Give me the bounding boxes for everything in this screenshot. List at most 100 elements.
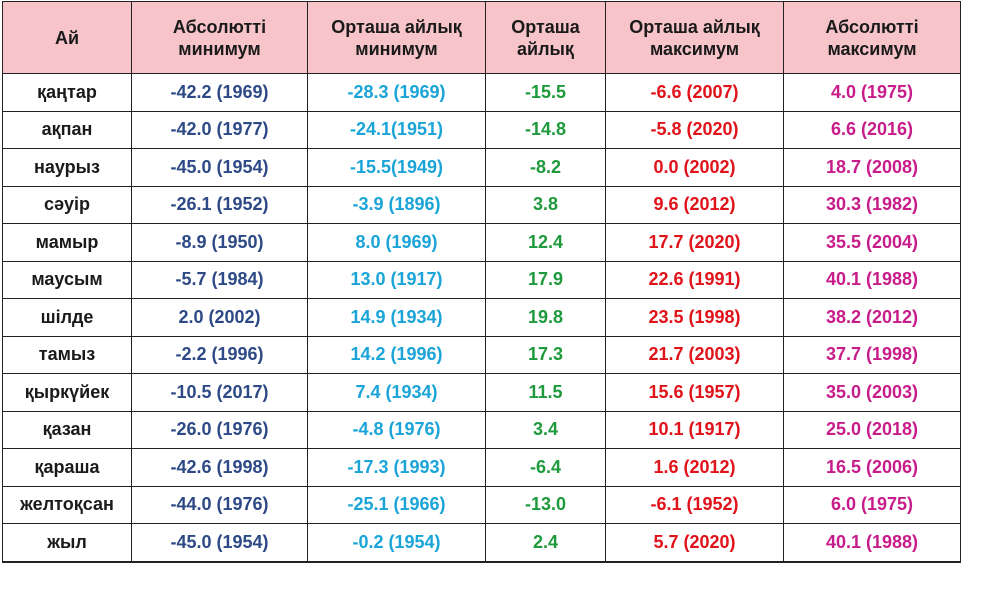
cell-average-maximum: 23.5 (1998): [605, 298, 784, 337]
cell-average-minimum: 14.2 (1996): [307, 335, 486, 374]
climate-table: Ай Абсолютті минимум Орташа айлық миниму…: [2, 1, 961, 563]
cell-absolute-minimum: -8.9 (1950): [131, 223, 308, 262]
cell-absolute-maximum: 16.5 (2006): [783, 448, 961, 487]
table-header: Ай Абсолютті минимум Орташа айлық миниму…: [2, 1, 961, 74]
cell-average-maximum: 0.0 (2002): [605, 148, 784, 187]
cell-average-maximum: 1.6 (2012): [605, 448, 784, 487]
cell-average: 3.8: [485, 185, 606, 224]
cell-average: 11.5: [485, 373, 606, 412]
cell-absolute-maximum: 40.1 (1988): [783, 523, 961, 563]
cell-month: қаңтар: [2, 73, 132, 112]
table-row: маусым -5.7 (1984) 13.0 (1917) 17.9 22.6…: [2, 260, 961, 299]
cell-absolute-minimum: -26.0 (1976): [131, 410, 308, 449]
table-body: қаңтар -42.2 (1969) -28.3 (1969) -15.5 -…: [2, 73, 961, 563]
cell-month: ақпан: [2, 110, 132, 149]
cell-absolute-minimum: -42.6 (1998): [131, 448, 308, 487]
cell-average-minimum: -24.1(1951): [307, 110, 486, 149]
cell-absolute-minimum: -2.2 (1996): [131, 335, 308, 374]
header-absolute-minimum: Абсолютті минимум: [131, 1, 308, 74]
cell-month: сәуір: [2, 185, 132, 224]
cell-absolute-maximum: 4.0 (1975): [783, 73, 961, 112]
cell-absolute-minimum: -5.7 (1984): [131, 260, 308, 299]
cell-absolute-minimum: -45.0 (1954): [131, 523, 308, 563]
cell-absolute-minimum: -10.5 (2017): [131, 373, 308, 412]
cell-absolute-minimum: -26.1 (1952): [131, 185, 308, 224]
cell-absolute-minimum: -44.0 (1976): [131, 485, 308, 524]
cell-average-maximum: 5.7 (2020): [605, 523, 784, 563]
cell-month: жыл: [2, 523, 132, 563]
cell-absolute-maximum: 37.7 (1998): [783, 335, 961, 374]
cell-average: -6.4: [485, 448, 606, 487]
header-average-monthly: Орташа айлық: [485, 1, 606, 74]
cell-month: мамыр: [2, 223, 132, 262]
cell-average-minimum: -25.1 (1966): [307, 485, 486, 524]
table-row-year: жыл -45.0 (1954) -0.2 (1954) 2.4 5.7 (20…: [2, 523, 961, 563]
cell-absolute-minimum: -45.0 (1954): [131, 148, 308, 187]
cell-absolute-maximum: 35.5 (2004): [783, 223, 961, 262]
cell-absolute-minimum: -42.0 (1977): [131, 110, 308, 149]
cell-absolute-maximum: 35.0 (2003): [783, 373, 961, 412]
header-absolute-maximum: Абсолютті максимум: [783, 1, 961, 74]
cell-average-minimum: -28.3 (1969): [307, 73, 486, 112]
cell-average-maximum: 10.1 (1917): [605, 410, 784, 449]
cell-average-maximum: -6.6 (2007): [605, 73, 784, 112]
cell-average: -15.5: [485, 73, 606, 112]
cell-average-minimum: 13.0 (1917): [307, 260, 486, 299]
table-row: шілде 2.0 (2002) 14.9 (1934) 19.8 23.5 (…: [2, 298, 961, 337]
cell-average: -8.2: [485, 148, 606, 187]
cell-average-maximum: 22.6 (1991): [605, 260, 784, 299]
cell-absolute-maximum: 25.0 (2018): [783, 410, 961, 449]
cell-month: шілде: [2, 298, 132, 337]
cell-absolute-maximum: 30.3 (1982): [783, 185, 961, 224]
cell-average: 19.8: [485, 298, 606, 337]
cell-month: қыркүйек: [2, 373, 132, 412]
table-row: қыркүйек -10.5 (2017) 7.4 (1934) 11.5 15…: [2, 373, 961, 412]
cell-month: қазан: [2, 410, 132, 449]
header-average-monthly-minimum: Орташа айлық минимум: [307, 1, 486, 74]
cell-average-maximum: 9.6 (2012): [605, 185, 784, 224]
cell-average-minimum: 14.9 (1934): [307, 298, 486, 337]
table-row: сәуір -26.1 (1952) -3.9 (1896) 3.8 9.6 (…: [2, 185, 961, 224]
cell-absolute-minimum: 2.0 (2002): [131, 298, 308, 337]
table-row: қараша -42.6 (1998) -17.3 (1993) -6.4 1.…: [2, 448, 961, 487]
cell-average-minimum: 8.0 (1969): [307, 223, 486, 262]
cell-absolute-maximum: 18.7 (2008): [783, 148, 961, 187]
table-row: қаңтар -42.2 (1969) -28.3 (1969) -15.5 -…: [2, 73, 961, 112]
cell-average: -14.8: [485, 110, 606, 149]
cell-average-maximum: 15.6 (1957): [605, 373, 784, 412]
cell-average: 12.4: [485, 223, 606, 262]
header-month: Ай: [2, 1, 132, 74]
cell-average-minimum: -3.9 (1896): [307, 185, 486, 224]
cell-average-maximum: 21.7 (2003): [605, 335, 784, 374]
cell-month: наурыз: [2, 148, 132, 187]
cell-average-minimum: -17.3 (1993): [307, 448, 486, 487]
table-row: мамыр -8.9 (1950) 8.0 (1969) 12.4 17.7 (…: [2, 223, 961, 262]
header-average-monthly-maximum: Орташа айлық максимум: [605, 1, 784, 74]
cell-average: 2.4: [485, 523, 606, 563]
cell-month: қараша: [2, 448, 132, 487]
cell-average: 3.4: [485, 410, 606, 449]
cell-absolute-maximum: 6.0 (1975): [783, 485, 961, 524]
table-row: желтоқсан -44.0 (1976) -25.1 (1966) -13.…: [2, 485, 961, 524]
table-row: наурыз -45.0 (1954) -15.5(1949) -8.2 0.0…: [2, 148, 961, 187]
cell-average-minimum: -15.5(1949): [307, 148, 486, 187]
cell-average-minimum: -4.8 (1976): [307, 410, 486, 449]
cell-average-maximum: -5.8 (2020): [605, 110, 784, 149]
cell-average: 17.9: [485, 260, 606, 299]
cell-average-maximum: -6.1 (1952): [605, 485, 784, 524]
cell-absolute-maximum: 38.2 (2012): [783, 298, 961, 337]
table-row: тамыз -2.2 (1996) 14.2 (1996) 17.3 21.7 …: [2, 335, 961, 374]
cell-average-maximum: 17.7 (2020): [605, 223, 784, 262]
cell-average-minimum: -0.2 (1954): [307, 523, 486, 563]
cell-absolute-maximum: 40.1 (1988): [783, 260, 961, 299]
cell-absolute-minimum: -42.2 (1969): [131, 73, 308, 112]
table-row: ақпан -42.0 (1977) -24.1(1951) -14.8 -5.…: [2, 110, 961, 149]
cell-average: 17.3: [485, 335, 606, 374]
cell-month: тамыз: [2, 335, 132, 374]
cell-average-minimum: 7.4 (1934): [307, 373, 486, 412]
cell-absolute-maximum: 6.6 (2016): [783, 110, 961, 149]
table-row: қазан -26.0 (1976) -4.8 (1976) 3.4 10.1 …: [2, 410, 961, 449]
cell-month: желтоқсан: [2, 485, 132, 524]
cell-average: -13.0: [485, 485, 606, 524]
cell-month: маусым: [2, 260, 132, 299]
